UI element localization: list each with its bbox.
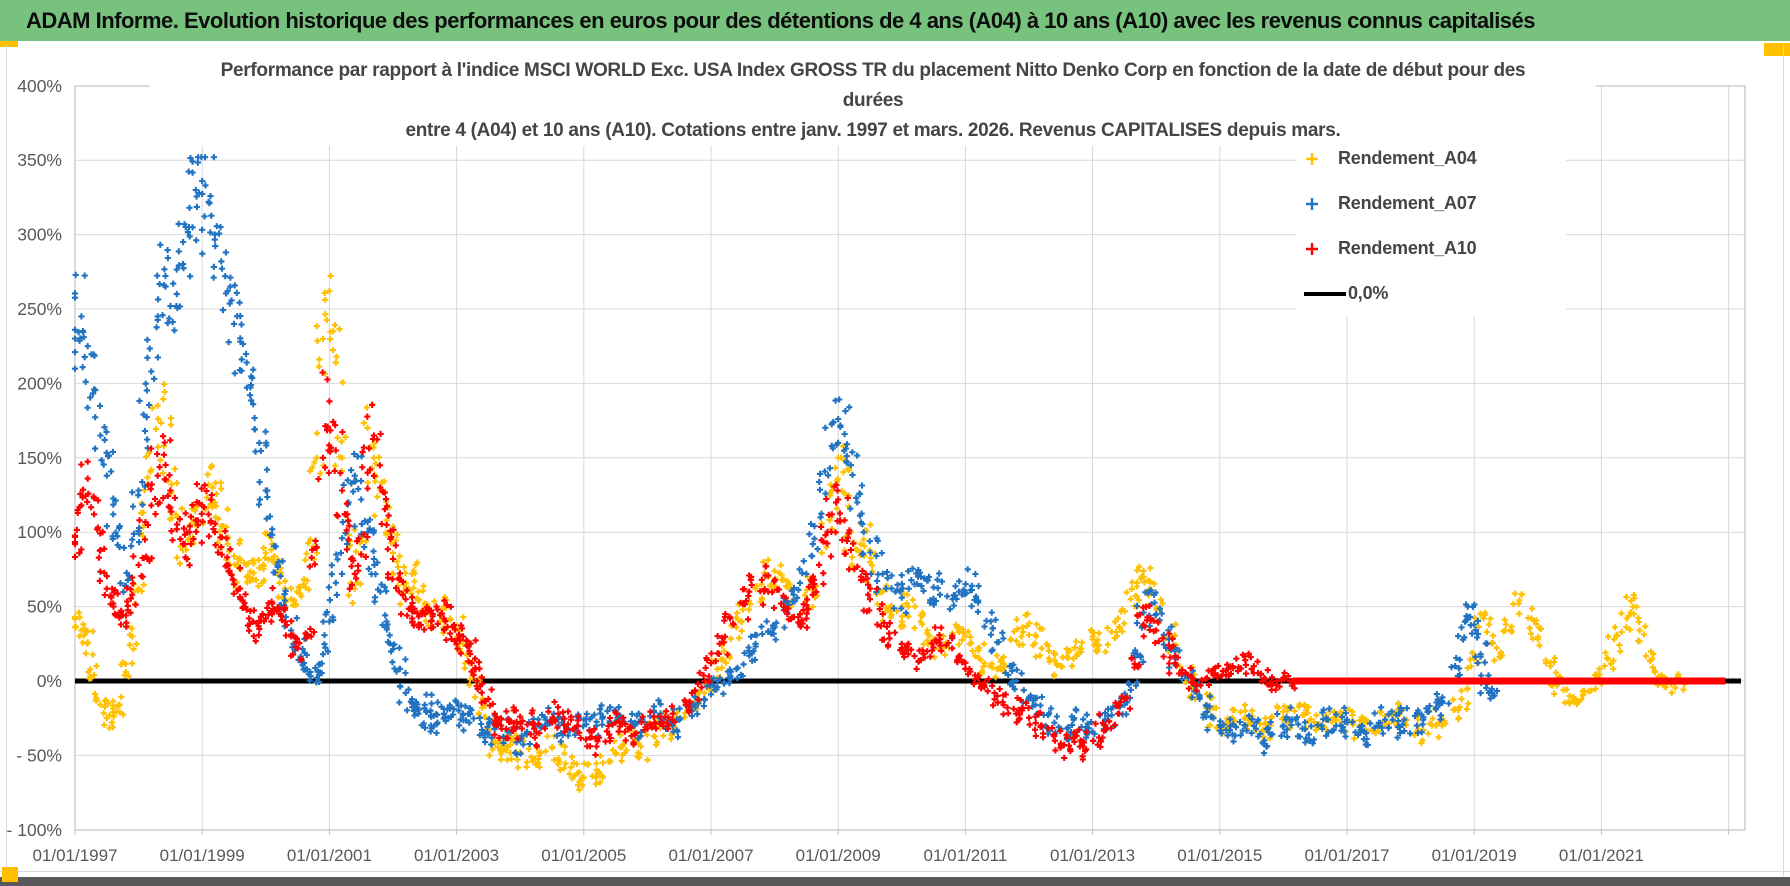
chart-title-line-1: Performance par rapport à l'indice MSCI … [220, 60, 1526, 81]
svg-text:01/01/2001: 01/01/2001 [287, 846, 372, 865]
zero-line-swatch-icon [1304, 291, 1346, 296]
gridlines [75, 86, 1745, 830]
svg-text:350%: 350% [17, 150, 62, 170]
plus-marker-a04-icon [1304, 151, 1338, 167]
series-points-rendement_a07 [71, 154, 1501, 758]
svg-text:01/01/1997: 01/01/1997 [32, 846, 117, 865]
svg-text:01/01/2013: 01/01/2013 [1050, 846, 1135, 865]
svg-text:0%: 0% [37, 671, 62, 691]
svg-text:200%: 200% [17, 373, 62, 393]
yellow-corner-accent-left [0, 41, 18, 47]
svg-text:250%: 250% [17, 299, 62, 319]
svg-text:50%: 50% [27, 597, 62, 617]
svg-text:01/01/2019: 01/01/2019 [1432, 846, 1517, 865]
x-axis-labels: 01/01/1997 01/01/1999 01/01/2001 01/01/2003… [32, 846, 1643, 865]
svg-text:01/01/2007: 01/01/2007 [668, 846, 753, 865]
legend-label-a10: Rendement_A10 [1338, 238, 1477, 258]
legend-label-a04: Rendement_A04 [1338, 148, 1477, 168]
series-points-rendement_a10 [71, 369, 1298, 763]
svg-text:01/01/2015: 01/01/2015 [1177, 846, 1262, 865]
legend-label-a07: Rendement_A07 [1338, 193, 1477, 213]
svg-text:01/01/2011: 01/01/2011 [923, 846, 1007, 865]
svg-text:100%: 100% [17, 522, 62, 542]
slide-border-right [1783, 45, 1784, 876]
y-axis-labels: 400% 350% 300% 250% 200% 150% 100% 50% 0% - 50% - … [7, 76, 62, 840]
svg-text:- 50%: - 50% [16, 745, 62, 765]
svg-text:01/01/2021: 01/01/2021 [1559, 846, 1644, 865]
svg-text:300%: 300% [17, 225, 62, 245]
plus-marker-a10-icon [1304, 241, 1338, 257]
svg-text:- 100%: - 100% [7, 820, 62, 840]
bottom-bar [0, 877, 1790, 886]
chart-title-line-2: durées [842, 90, 904, 111]
svg-text:01/01/2005: 01/01/2005 [541, 846, 626, 865]
yellow-bottom-accent [2, 867, 18, 882]
chart-title-box: Performance par rapport à l'indice MSCI … [150, 56, 1596, 146]
title-banner: ADAM Informe. Evolution historique des p… [0, 0, 1790, 42]
legend-item-zero-line[interactable]: 0,0% [1296, 271, 1566, 316]
x-axis-ticks [74, 830, 1730, 835]
chart-legend: Rendement_A04 Rendement_A07 Rendement_A1… [1296, 136, 1566, 316]
series-points-rendement_a04 [71, 272, 1688, 793]
svg-text:01/01/1999: 01/01/1999 [160, 846, 245, 865]
yellow-corner-accent-right [1764, 43, 1790, 56]
slide-border-left [6, 45, 7, 876]
chart-title-line-3: entre 4 (A04) et 10 ans (A10). Cotations… [405, 120, 1341, 141]
plus-marker-a07-icon [1304, 196, 1338, 212]
svg-text:01/01/2017: 01/01/2017 [1304, 846, 1389, 865]
legend-item-a07[interactable]: Rendement_A07 [1296, 181, 1566, 226]
svg-text:01/01/2003: 01/01/2003 [414, 846, 499, 865]
legend-item-a10[interactable]: Rendement_A10 [1296, 226, 1566, 271]
legend-item-a04[interactable]: Rendement_A04 [1296, 136, 1566, 181]
legend-label-zero: 0,0% [1348, 283, 1389, 303]
banner-title: ADAM Informe. Evolution historique des p… [26, 7, 1536, 33]
bottom-divider [0, 871, 1790, 872]
svg-text:400%: 400% [17, 76, 62, 96]
svg-text:01/01/2009: 01/01/2009 [796, 846, 881, 865]
svg-text:150%: 150% [17, 448, 62, 468]
